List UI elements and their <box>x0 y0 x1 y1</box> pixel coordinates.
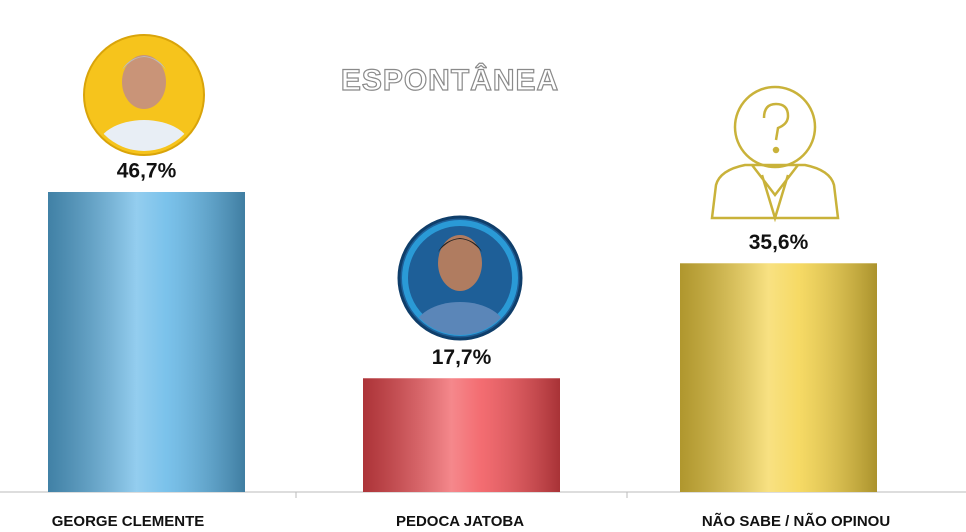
value-label: 17,7% <box>432 346 492 369</box>
value-label: 35,6% <box>749 231 809 254</box>
avatar <box>83 34 205 156</box>
x-tick-label: GEORGE CLEMENTE <box>52 513 205 530</box>
unknown-icon <box>710 85 840 223</box>
bar-shade <box>48 192 245 492</box>
value-label: 46,7% <box>117 160 177 183</box>
chart-title: ESPONTÂNEA <box>341 63 559 97</box>
avatar <box>397 215 523 341</box>
x-tick-label: NÃO SABE / NÃO OPINOU <box>702 512 890 530</box>
x-tick-label: PEDOCA JATOBA <box>396 513 524 530</box>
bar-shade <box>363 378 560 492</box>
bar-shade <box>680 263 877 492</box>
